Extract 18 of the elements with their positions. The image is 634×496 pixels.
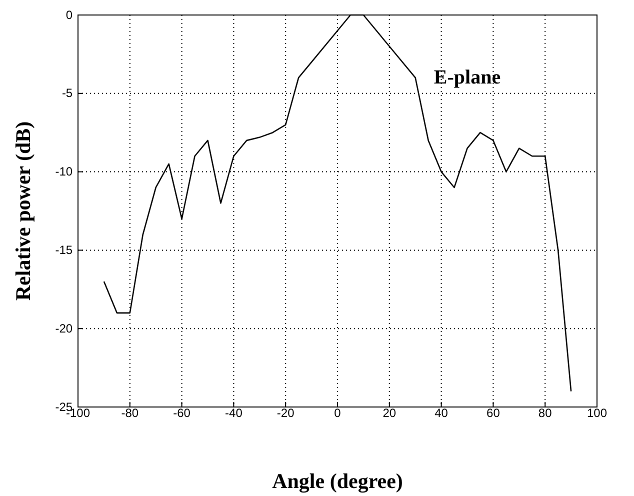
x-tick-label: -60: [173, 406, 191, 420]
x-tick-label: -80: [121, 406, 139, 420]
y-tick-label: -5: [62, 86, 73, 100]
x-tick-label: -20: [276, 406, 295, 420]
y-tick-label: -10: [55, 164, 73, 179]
x-tick-label: 40: [434, 406, 448, 420]
x-tick-label: 60: [486, 406, 500, 420]
y-tick-label: -15: [55, 243, 73, 258]
y-tick-label: -20: [55, 321, 73, 336]
x-tick-label: 80: [538, 406, 552, 420]
x-tick-label: -40: [225, 406, 243, 420]
x-tick-label: 100: [586, 406, 608, 420]
x-axis-title: Angle (degree): [272, 469, 403, 493]
annotation: E-plane: [434, 66, 501, 89]
x-tick-label: 20: [382, 406, 396, 420]
y-tick-label: 0: [66, 8, 73, 22]
x-tick-label: 0: [334, 406, 342, 420]
y-axis-title: Relative power (dB): [11, 121, 35, 301]
